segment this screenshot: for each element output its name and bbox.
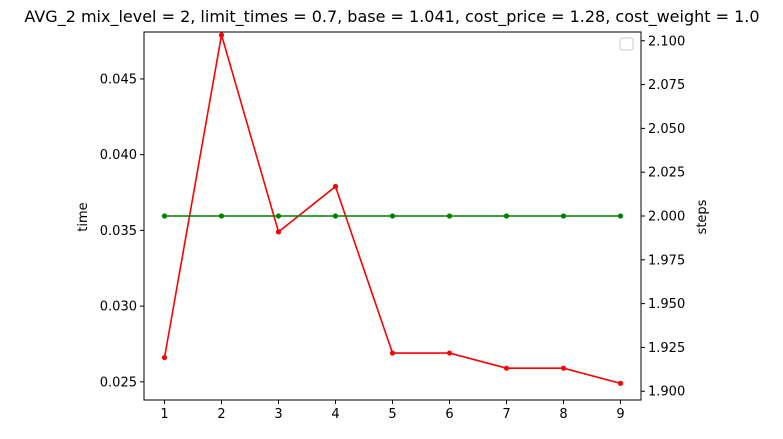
x-tick-label: 9 — [616, 407, 624, 422]
series-1-point — [560, 365, 567, 371]
series-2-point — [161, 213, 168, 219]
left-axis-label: time — [76, 202, 91, 231]
right-y-tick-label: 2.075 — [648, 78, 685, 93]
x-tick-label: 5 — [388, 407, 396, 422]
right-y-tick-label: 1.950 — [648, 297, 685, 312]
series-2-point — [503, 213, 510, 219]
legend-box — [619, 37, 634, 51]
series-2-point — [275, 213, 282, 219]
left-y-tick-label: 0.030 — [100, 300, 137, 315]
series-1-point — [389, 350, 396, 356]
series-1-point — [617, 380, 624, 386]
chart-title: AVG_2 mix_level = 2, limit_times = 0.7, … — [24, 7, 759, 27]
right-y-tick-label: 2.025 — [648, 166, 685, 181]
plot-area: 1 2 3 4 5 6 7 8 9 0.025 0.030 0.035 0.040 0.045 1.900 1… — [100, 31, 685, 422]
series-2-point — [446, 213, 453, 219]
x-tick-label: 7 — [502, 407, 510, 422]
x-tick-label: 4 — [331, 407, 339, 422]
right-y-tick-label: 2.100 — [648, 34, 685, 49]
right-y-tick-label: 1.900 — [648, 385, 685, 400]
right-y-tick-label: 2.000 — [648, 210, 685, 225]
left-y-tick-label: 0.035 — [100, 224, 137, 239]
left-y-tick-label: 0.025 — [100, 375, 137, 390]
x-tick-label: 2 — [217, 407, 225, 422]
right-y-tick-label: 1.975 — [648, 253, 685, 268]
right-axis-label: steps — [695, 199, 710, 234]
left-y-tick-label: 0.045 — [100, 72, 137, 87]
x-tick-label: 1 — [160, 407, 168, 422]
right-y-tick-label: 2.050 — [648, 122, 685, 137]
series-2-point — [617, 213, 624, 219]
series-1-point — [275, 229, 282, 235]
series-1-point — [503, 365, 510, 371]
series-1-point — [332, 183, 339, 190]
series-1-point — [446, 350, 453, 356]
x-tick-label: 3 — [274, 407, 282, 422]
x-tick-label: 8 — [559, 407, 567, 422]
series-1-point — [161, 354, 168, 361]
series-2-point — [560, 213, 567, 219]
series-2-point — [218, 213, 225, 219]
x-tick-label: 6 — [445, 407, 453, 422]
series-2-point — [332, 213, 339, 219]
series-1-line — [163, 34, 621, 385]
series-2-point — [389, 213, 396, 219]
right-y-tick-label: 1.925 — [648, 341, 685, 356]
left-y-tick-label: 0.040 — [100, 148, 137, 163]
series-1-point — [218, 32, 225, 38]
